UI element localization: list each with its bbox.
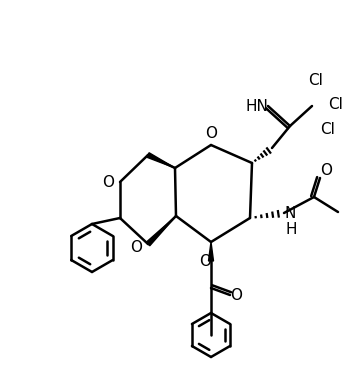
Text: Cl: Cl xyxy=(308,73,323,88)
Polygon shape xyxy=(146,216,176,246)
Text: N: N xyxy=(284,205,295,221)
Text: O: O xyxy=(199,254,211,269)
Polygon shape xyxy=(209,242,214,261)
Text: O: O xyxy=(102,175,114,190)
Text: O: O xyxy=(230,288,242,303)
Text: Cl: Cl xyxy=(328,96,343,111)
Text: O: O xyxy=(205,126,217,141)
Text: Cl: Cl xyxy=(320,122,335,137)
Text: HN: HN xyxy=(245,98,268,113)
Text: O: O xyxy=(130,240,142,255)
Text: O: O xyxy=(320,163,332,178)
Polygon shape xyxy=(147,153,175,168)
Text: H: H xyxy=(285,222,297,237)
